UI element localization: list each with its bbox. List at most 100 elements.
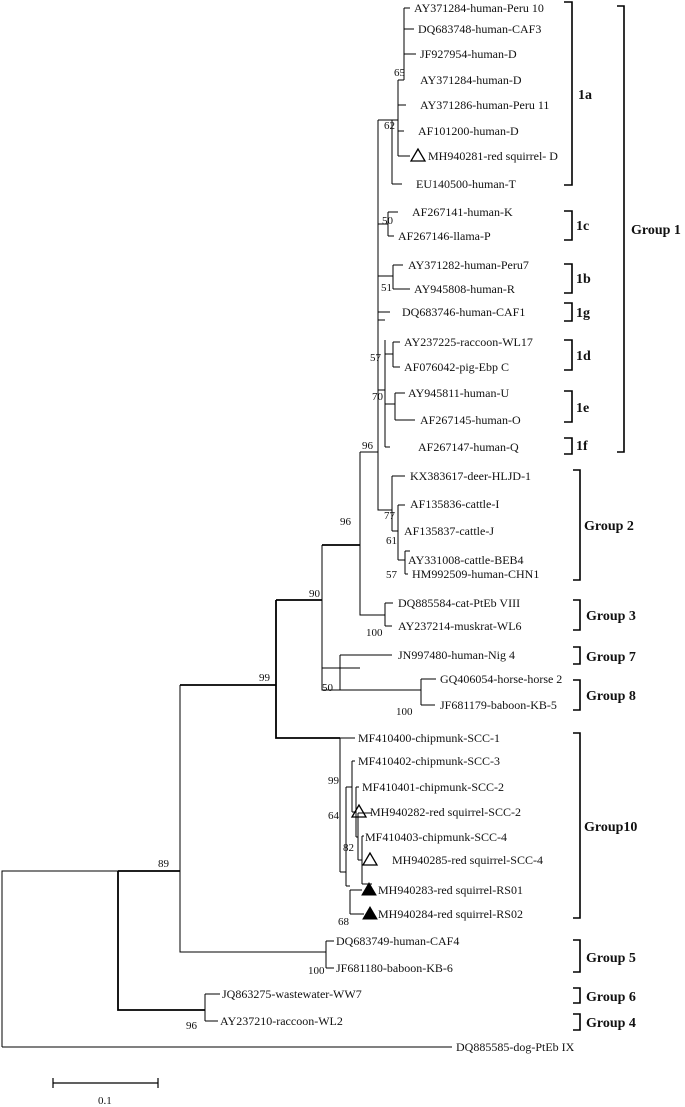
group-label-8: Group 8 xyxy=(586,689,636,704)
taxon-label: AF267146-llama-P xyxy=(398,229,491,243)
taxon-label: DQ885585-dog-PtEb IX xyxy=(456,1040,575,1054)
taxon-label: AY945808-human-R xyxy=(414,282,515,296)
taxon-label: JF681180-baboon-KB-6 xyxy=(336,961,453,975)
taxon-label: JF681179-baboon-KB-5 xyxy=(440,698,557,712)
bootstrap-value: 96 xyxy=(340,516,352,528)
taxon-label: DQ683748-human-CAF3 xyxy=(418,22,541,36)
bracket-group-5 xyxy=(573,939,581,973)
taxon-label: AF267141-human-K xyxy=(412,205,513,219)
taxon-label: AF135837-cattle-J xyxy=(404,524,494,538)
taxon-label: KX383617-deer-HLJD-1 xyxy=(410,469,531,483)
bootstrap-value: 50 xyxy=(382,215,394,227)
bracket-group-1 xyxy=(617,5,625,453)
group-label-1: Group 1 xyxy=(631,223,681,238)
taxon-label: EU140500-human-T xyxy=(416,177,517,191)
group-label-10: Group10 xyxy=(584,820,637,835)
taxon-label: GQ406054-horse-horse 2 xyxy=(440,672,562,686)
bootstrap-value: 61 xyxy=(386,535,397,547)
bracket-1b xyxy=(564,263,573,294)
taxon-label: AF267147-human-Q xyxy=(418,440,519,454)
bootstrap-value: 65 xyxy=(394,67,406,79)
taxon-label: DQ683746-human-CAF1 xyxy=(402,305,525,319)
bracket-group-8 xyxy=(573,679,581,711)
subgroup-label-1b: 1b xyxy=(576,272,591,287)
taxon-label: AF135836-cattle-I xyxy=(410,497,499,511)
taxon-label: MF410402-chipmunk-SCC-3 xyxy=(358,754,500,768)
bracket-1a xyxy=(564,1,573,186)
open-triangle-icon xyxy=(409,147,427,162)
bracket-1d xyxy=(564,339,573,371)
taxon-label: MH940281-red squirrel- D xyxy=(428,149,558,163)
group-label-5: Group 5 xyxy=(586,951,636,966)
bracket-group-7 xyxy=(573,646,581,665)
bracket-group-2 xyxy=(573,469,581,581)
group-brackets: Group 1 Group 2 Group 3 Group 7 Group 8 … xyxy=(573,5,681,1031)
scale-bar: 0.1 xyxy=(52,1078,159,1107)
taxon-label: AF267145-human-O xyxy=(420,413,521,427)
bracket-1e xyxy=(564,390,573,423)
bootstrap-value: 51 xyxy=(381,282,392,294)
taxon-label: AY371284-human-D xyxy=(420,73,522,87)
taxon-label: JQ863275-wastewater-WW7 xyxy=(222,987,362,1001)
open-triangle-icon xyxy=(350,803,368,818)
bracket-1f xyxy=(564,437,573,455)
bracket-1g xyxy=(564,302,573,322)
bootstrap-value: 68 xyxy=(338,916,350,928)
taxon-label: AY331008-cattle-BEB4 xyxy=(408,553,524,567)
taxon-label: AY371286-human-Peru 11 xyxy=(420,98,549,112)
taxon-label: AY237225-raccoon-WL17 xyxy=(404,335,533,349)
bootstrap-value: 57 xyxy=(370,352,382,364)
taxon-label: MH940283-red squirrel-RS01 xyxy=(378,883,523,897)
taxon-label: AY237214-muskrat-WL6 xyxy=(398,619,522,633)
bracket-group-3 xyxy=(573,599,581,631)
filled-triangle-icon xyxy=(362,906,378,920)
group-label-6: Group 6 xyxy=(586,990,636,1005)
subgroup-label-1g: 1g xyxy=(576,306,590,321)
bootstrap-value: 70 xyxy=(372,391,384,403)
bootstrap-value: 100 xyxy=(308,965,325,977)
taxon-label: AY371282-human-Peru7 xyxy=(408,258,529,272)
filled-triangle-icon xyxy=(361,882,377,896)
bracket-group-4 xyxy=(573,1013,581,1031)
bootstrap-value: 64 xyxy=(328,810,340,822)
taxon-label: DQ885584-cat-PtEb VIII xyxy=(398,596,520,610)
taxon-label: AY945811-human-U xyxy=(408,386,509,400)
bootstrap-value: 62 xyxy=(384,120,395,132)
bootstrap-value: 57 xyxy=(386,569,398,581)
group-label-2: Group 2 xyxy=(584,519,634,534)
group-label-7: Group 7 xyxy=(586,650,636,665)
bootstrap-value: 99 xyxy=(259,672,271,684)
bracket-group-10 xyxy=(573,732,581,919)
subgroup-label-1d: 1d xyxy=(576,349,591,364)
taxon-label: HM992509-human-CHN1 xyxy=(412,567,539,581)
taxon-label: AF076042-pig-Ebp C xyxy=(404,360,509,374)
bootstrap-value: 90 xyxy=(309,588,321,600)
bootstrap-value: 50 xyxy=(322,682,334,694)
subgroup-label-1a: 1a xyxy=(578,88,592,103)
taxon-label: MF410400-chipmunk-SCC-1 xyxy=(358,731,500,745)
sample-markers xyxy=(350,147,427,920)
bootstrap-value: 82 xyxy=(343,842,354,854)
taxon-label: MH940282-red squirrel-SCC-2 xyxy=(370,805,521,819)
taxon-label: MF410403-chipmunk-SCC-4 xyxy=(365,830,507,844)
bootstrap-value: 96 xyxy=(186,1020,198,1032)
bootstrap-value: 96 xyxy=(362,440,374,452)
taxon-label: MF410401-chipmunk-SCC-2 xyxy=(362,780,504,794)
bracket-1c xyxy=(564,210,573,241)
taxon-label: JF927954-human-D xyxy=(420,47,517,61)
subgroup-label-1e: 1e xyxy=(576,401,589,416)
subgroup-label-1c: 1c xyxy=(576,219,589,234)
bootstrap-value: 99 xyxy=(328,775,340,787)
subgroup-brackets: 1a 1c 1b 1g 1d 1e 1f xyxy=(564,1,592,455)
taxon-label: MH940285-red squirrel-SCC-4 xyxy=(392,853,543,867)
subgroup-label-1f: 1f xyxy=(576,439,588,454)
bootstrap-values: 65 62 50 51 57 70 96 96 77 61 57 90 100 … xyxy=(158,67,413,1032)
taxon-label: AY371284-human-Peru 10 xyxy=(414,1,544,15)
bootstrap-value: 77 xyxy=(384,510,396,522)
bootstrap-value: 100 xyxy=(396,706,413,718)
taxon-label: MH940284-red squirrel-RS02 xyxy=(378,907,523,921)
taxon-label: JN997480-human-Nig 4 xyxy=(398,648,515,662)
taxon-labels: AY371284-human-Peru 10 DQ683748-human-CA… xyxy=(220,1,575,1054)
taxon-label: DQ683749-human-CAF4 xyxy=(336,934,459,948)
